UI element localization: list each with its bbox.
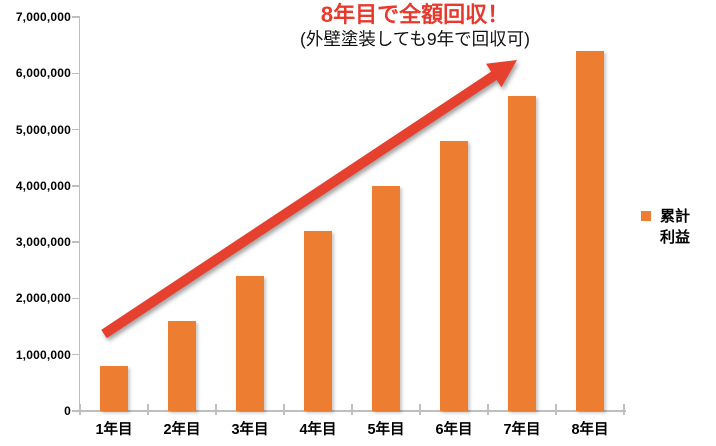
bar — [576, 50, 604, 411]
y-axis-tick — [71, 185, 80, 187]
bar — [236, 275, 264, 411]
y-axis-label: 2,000,000 — [15, 291, 71, 306]
annotation-block: 8年目で全額回収！ (外壁塗装しても9年で回収可) — [190, 2, 640, 50]
x-axis-label: 1年目 — [95, 422, 133, 438]
y-axis-tick — [71, 297, 80, 300]
x-axis-label: 7年目 — [503, 422, 541, 438]
chart-subtitle: (外壁塗装しても9年で回収可) — [300, 28, 530, 49]
x-axis-tick — [147, 404, 149, 415]
legend-marker — [641, 211, 651, 221]
x-axis-tick — [79, 404, 81, 415]
x-axis-label: 5年目 — [367, 422, 405, 438]
x-axis-tick — [555, 404, 557, 415]
y-axis-tick — [71, 353, 80, 356]
y-axis-label: 1,000,000 — [15, 347, 71, 362]
x-axis-tick — [351, 404, 353, 415]
y-axis-line — [78, 17, 80, 412]
x-axis-label: 8年目 — [571, 422, 609, 438]
bar — [508, 95, 536, 411]
y-axis-tick — [71, 410, 80, 412]
bar — [168, 320, 196, 411]
legend-label: 累計 利益 — [660, 206, 690, 248]
chart-title: 8年目で全額回収！ — [320, 2, 510, 27]
bar — [304, 230, 332, 411]
y-axis-label: 7,000,000 — [15, 10, 71, 24]
y-axis-tick — [71, 16, 80, 18]
legend: 累計 利益 — [641, 206, 690, 248]
y-axis-label: 4,000,000 — [15, 178, 71, 193]
x-axis-tick — [487, 404, 489, 415]
x-axis-tick — [283, 404, 285, 415]
bar — [372, 185, 400, 411]
x-axis-label: 2年目 — [163, 422, 201, 438]
y-axis-label: 0 — [64, 404, 71, 418]
y-axis-tick — [71, 72, 80, 75]
x-axis-tick — [215, 404, 217, 415]
y-axis-label: 3,000,000 — [15, 235, 71, 250]
y-axis-tick — [71, 128, 80, 131]
y-axis-label: 6,000,000 — [15, 66, 71, 81]
bar — [100, 365, 128, 411]
x-axis-label: 3年目 — [231, 422, 269, 438]
x-axis-tick — [623, 404, 625, 415]
x-axis-tick — [419, 404, 421, 415]
y-axis-label: 5,000,000 — [15, 122, 71, 137]
bar — [440, 140, 468, 411]
x-axis-label: 4年目 — [299, 422, 337, 438]
legend-label-line2: 利益 — [660, 229, 691, 246]
legend-label-line1: 累計 — [660, 208, 691, 225]
y-axis-tick — [71, 241, 80, 243]
x-axis-label: 6年目 — [435, 422, 473, 438]
